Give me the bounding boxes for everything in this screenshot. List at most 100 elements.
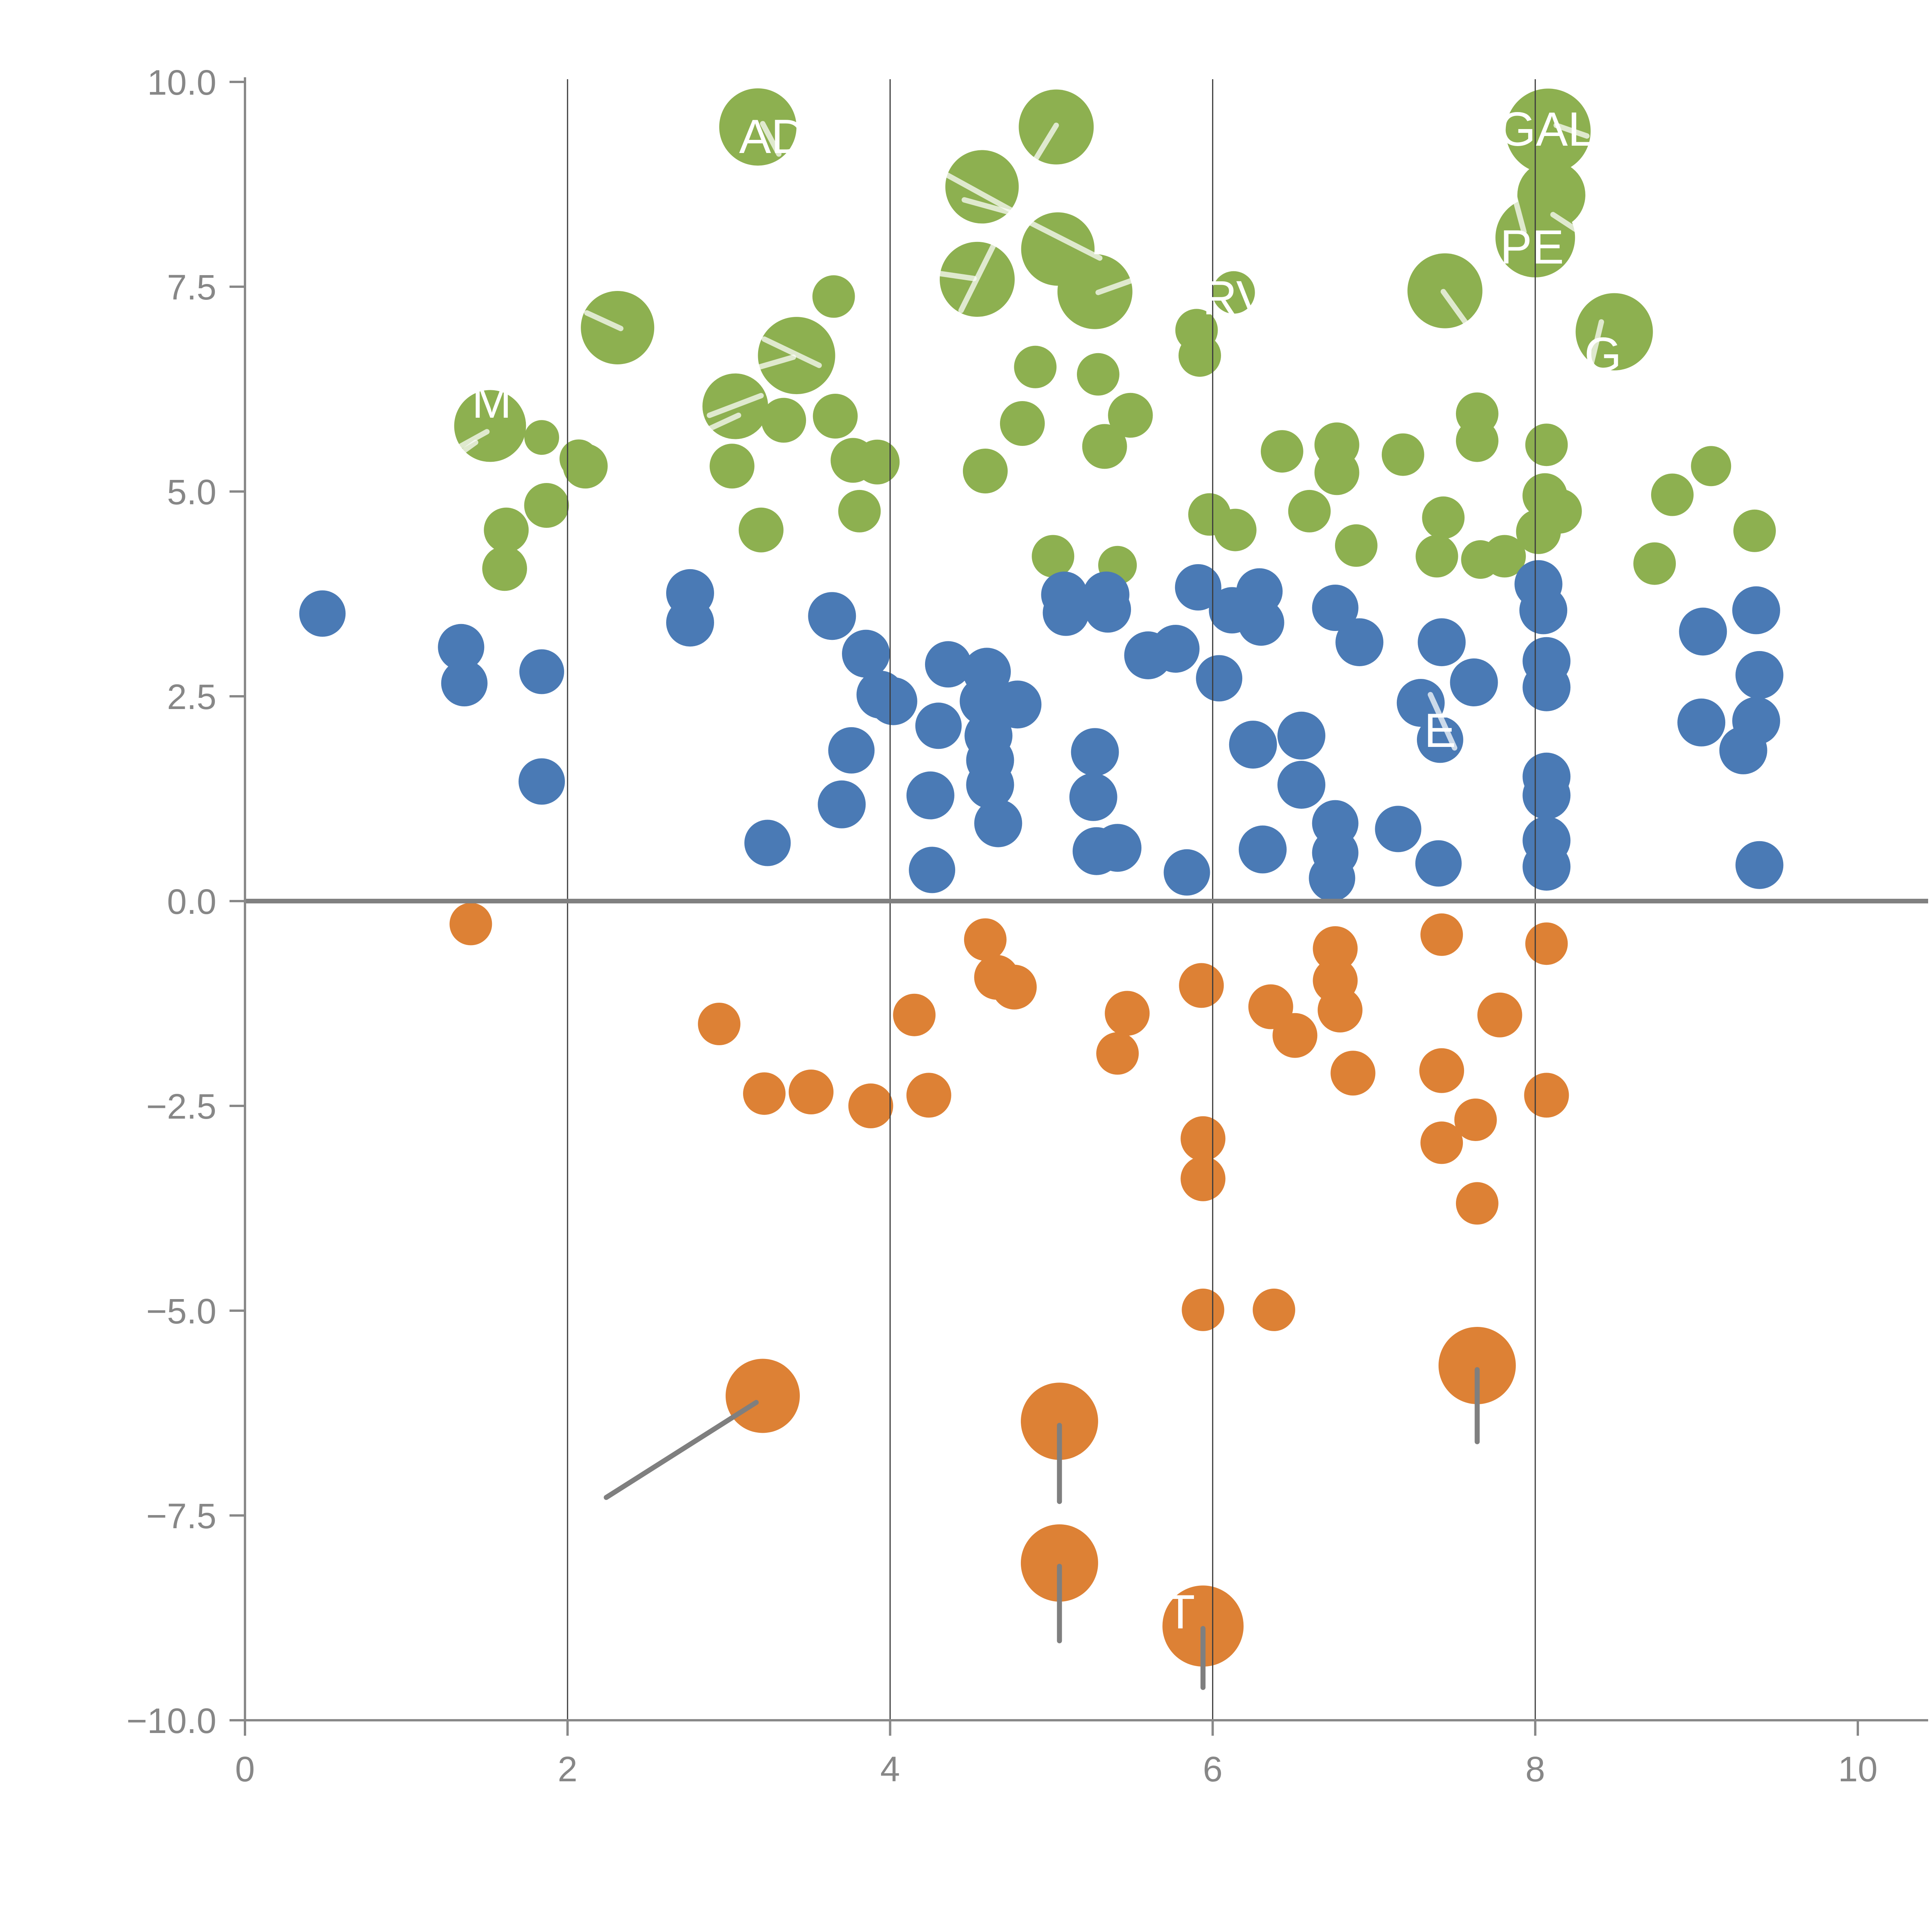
orange-group-bubble: [1524, 1073, 1569, 1118]
x-tick-label: 8: [1526, 1750, 1545, 1789]
blue-group-bubble: [1522, 843, 1571, 891]
orange-group-bubble: [964, 918, 1007, 961]
y-tick-label: −10.0: [126, 1701, 216, 1741]
orange-group-bubble: [1180, 1156, 1226, 1201]
blue-group-bubble: [1085, 586, 1131, 633]
green-group-bubble: [524, 420, 559, 455]
x-tick-label: 0: [235, 1750, 255, 1789]
leader-lines-layer: [442, 121, 1604, 1690]
orange-group-bubble: [1420, 1121, 1463, 1164]
label-leader-line-light: [707, 393, 764, 418]
orange-group-bubble: [893, 993, 936, 1036]
point-labels-layer: M AD GAL PE G RV E T: [472, 103, 1622, 1639]
green-group-bubble: [1415, 535, 1458, 578]
x-tick-label: 6: [1203, 1750, 1223, 1789]
orange-group-bubble: [1180, 1116, 1226, 1161]
y-tick-label: −2.5: [146, 1087, 216, 1126]
blue-group-bubble: [1417, 716, 1463, 763]
label-leader-line-light: [1440, 289, 1470, 328]
blue-group-bubble: [1238, 825, 1287, 874]
orange-group-bubble: [1020, 1383, 1098, 1460]
point-label: AD: [739, 110, 806, 163]
green-group-bubble: [1651, 473, 1694, 516]
blue-group-bubble: [441, 660, 488, 707]
orange-group-bubble: [992, 964, 1037, 1010]
label-leader-line-light: [584, 310, 624, 332]
label-leader-line-light: [958, 243, 996, 313]
orange-group-bubble: [1020, 1524, 1098, 1602]
blue-group-bubble: [974, 799, 1022, 847]
y-tick-label: 2.5: [167, 677, 216, 717]
blue-group-bubble: [1514, 560, 1563, 608]
orange-group-bubble: [1105, 991, 1150, 1036]
label-leader-line-light: [1511, 193, 1527, 235]
orange-group-bubble: [1456, 1182, 1498, 1225]
blue-group-bubble: [1175, 564, 1221, 611]
point-label: M: [472, 375, 512, 428]
green-group-bubble: [1214, 509, 1257, 551]
green-group-bubble: [738, 507, 784, 553]
blue-group-bubble: [1522, 663, 1571, 711]
blue-group-bubble: [1732, 586, 1780, 634]
green-group-bubble: [1082, 424, 1127, 469]
blue-group-bubble: [808, 592, 856, 640]
point-label: T: [1166, 1585, 1195, 1639]
label-leader-line-light: [745, 354, 796, 373]
orange-group-bubble: [698, 1003, 741, 1045]
blue-group-bubble: [1418, 618, 1466, 667]
green-group-bubble: [1483, 535, 1526, 578]
orange-group-bubble: [789, 1070, 834, 1114]
blue-group-bubble: [1375, 806, 1422, 852]
label-leader-line-light: [1587, 319, 1604, 371]
blue-group-bubble: [1043, 589, 1089, 636]
green-group-bubble: [812, 275, 855, 318]
orange-group-bubble: [1272, 1013, 1318, 1058]
point-label: PE: [1500, 221, 1564, 274]
orange-group-bubble: [1477, 992, 1522, 1037]
green-group-bubble: [560, 439, 598, 478]
blue-group-bubble: [1151, 625, 1200, 673]
label-leader-line-light: [1550, 212, 1578, 232]
orange-group-bubble: [1313, 926, 1358, 971]
green-group-bubble: [838, 490, 881, 532]
y-tick-label: 10.0: [147, 63, 216, 102]
label-leader-line-light: [1553, 122, 1590, 139]
blue-group-bubble: [1415, 840, 1462, 887]
blue-group-bubble: [1719, 726, 1767, 774]
blue-group-bubble: [1277, 711, 1325, 760]
blue-group-bubble: [1312, 585, 1359, 631]
green-group-bubble: [1108, 393, 1153, 438]
orange-group-bubble: [1182, 1288, 1225, 1331]
blue-group-bubble: [1522, 771, 1571, 820]
point-label: GAL: [1498, 103, 1594, 156]
green-group-bubble: [1335, 524, 1378, 567]
blue-group-bubble: [993, 680, 1042, 729]
label-leader-line-light: [447, 429, 490, 455]
blue-group-bubble: [828, 727, 875, 774]
blue-group-bubble: [1069, 773, 1117, 821]
label-leader-line-light: [442, 439, 478, 468]
axes-layer: 10.0 7.5 5.0 2.5 0.0 −2.5 −5.0 −7.5 −10.0 0 2 4 6 8 10: [126, 63, 1928, 1789]
green-group-bubble: [1057, 254, 1133, 329]
orange-group-bubble: [1438, 1327, 1516, 1404]
label-leader-line-light: [762, 336, 822, 368]
orange-group-bubble: [1253, 1288, 1295, 1331]
y-tick-label: 7.5: [167, 268, 216, 307]
green-group-bubble: [1505, 88, 1591, 174]
orange-group-bubble: [743, 1072, 786, 1115]
green-group-bubble: [761, 398, 806, 443]
orange-group-bubble: [1420, 913, 1463, 956]
blue-group-bubble: [906, 771, 954, 820]
green-group-bubble: [963, 449, 1008, 493]
blue-group-bubble: [1196, 655, 1243, 702]
orange-group-bubble: [1454, 1099, 1497, 1141]
point-label: G: [1584, 328, 1621, 381]
x-tick-label: 10: [1838, 1750, 1878, 1789]
blue-group-bubble: [666, 599, 714, 647]
blue-group-bubble: [966, 761, 1014, 809]
orange-group-bubble: [449, 903, 492, 946]
x-tick-label: 4: [880, 1750, 900, 1789]
point-label: E: [1424, 704, 1456, 757]
blue-group-bubble: [1277, 761, 1325, 809]
green-group-bubble: [1212, 271, 1255, 314]
